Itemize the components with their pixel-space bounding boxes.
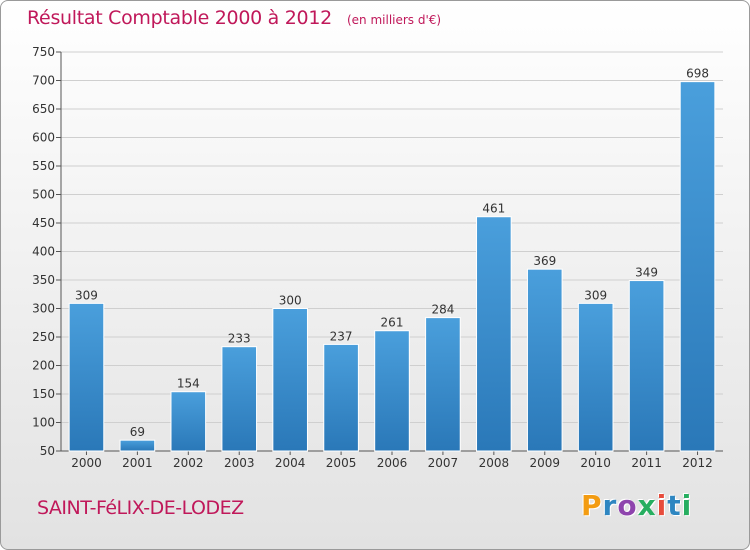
labels: 50 100 150 200 250 300 350 400 450 500 550 600 650 70… (32, 45, 713, 470)
x-tick-label: 2003 (224, 456, 255, 470)
chart-title: Résultat Comptable 2000 à 2012 (27, 7, 332, 29)
bar-value-label: 154 (177, 377, 200, 391)
bar-value-label: 349 (635, 266, 658, 280)
bar-2002 (170, 391, 207, 452)
y-tick-label: 650 (32, 102, 55, 116)
bar-2001 (119, 439, 156, 452)
bar-2005 (323, 343, 359, 452)
x-tick-label: 2002 (173, 456, 204, 470)
bar-value-label: 284 (431, 303, 454, 317)
x-tick-label: 2006 (377, 456, 408, 470)
bar-value-label: 300 (279, 294, 302, 308)
bar-2004 (272, 308, 308, 452)
y-tick-label: 500 (32, 188, 55, 202)
bar-value-label: 698 (686, 67, 709, 81)
y-tick-label: 600 (32, 131, 55, 145)
bar-value-label: 309 (584, 288, 607, 302)
bar-2008 (476, 216, 512, 452)
logo-letter: x (637, 489, 657, 522)
bar-2000 (68, 302, 105, 452)
y-tick-label: 200 (32, 359, 55, 373)
y-tick-label: 700 (32, 74, 55, 88)
y-tick-label: 50 (40, 444, 55, 458)
proxiti-logo[interactable]: Proxiti (581, 489, 692, 522)
commune-name: SAINT-FéLIX-DE-LODEZ (37, 497, 244, 519)
x-tick-label: 2009 (529, 456, 560, 470)
bar-value-label: 261 (381, 316, 404, 330)
bar-2009 (526, 268, 563, 452)
chart-subtitle: (en milliers d'€) (346, 13, 442, 27)
bar-2006 (374, 330, 410, 452)
y-tick-label: 450 (32, 216, 55, 230)
bar-value-label: 69 (130, 425, 145, 439)
y-tick-label: 400 (32, 245, 55, 259)
y-tick-label: 350 (32, 273, 55, 287)
logo-letter: i (681, 489, 693, 522)
bar-value-label: 369 (533, 254, 556, 268)
x-tick-label: 2011 (631, 456, 662, 470)
logo-letter: r (602, 489, 618, 522)
title-row: Résultat Comptable 2000 à 2012 (en milli… (27, 7, 441, 29)
bar-2012 (679, 81, 716, 452)
bar-value-label: 461 (482, 202, 505, 216)
logo-letter: t (667, 489, 682, 522)
y-tick-label: 250 (32, 330, 55, 344)
bar-value-label: 309 (75, 288, 98, 302)
bar-2010 (577, 302, 614, 452)
bar-value-label: 233 (228, 332, 251, 346)
y-tick-label: 550 (32, 159, 55, 173)
y-tick-label: 750 (32, 45, 55, 59)
y-tick-label: 300 (32, 302, 55, 316)
y-tick-label: 150 (32, 387, 55, 401)
bar-2007 (425, 317, 461, 452)
logo-letter: o (617, 489, 638, 522)
bar-value-label: 237 (330, 329, 353, 343)
x-tick-label: 2005 (326, 456, 357, 470)
x-tick-label: 2008 (479, 456, 510, 470)
bar-2003 (221, 346, 258, 452)
x-tick-label: 2007 (428, 456, 459, 470)
x-tick-label: 2010 (580, 456, 611, 470)
x-tick-label: 2001 (122, 456, 153, 470)
x-tick-label: 2012 (682, 456, 713, 470)
logo-letter: P (581, 489, 603, 522)
x-tick-label: 2004 (275, 456, 306, 470)
x-tick-label: 2000 (71, 456, 102, 470)
y-tick-label: 100 (32, 416, 55, 430)
bars (68, 81, 716, 452)
bar-2011 (628, 280, 665, 452)
logo-letter: i (656, 489, 668, 522)
